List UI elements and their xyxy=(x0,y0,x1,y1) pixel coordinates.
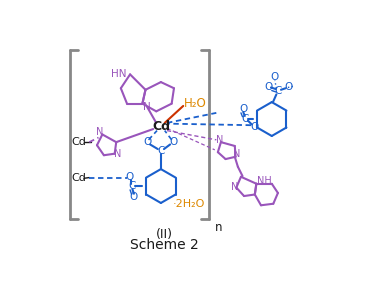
Text: O: O xyxy=(270,72,278,83)
Text: O: O xyxy=(284,83,293,92)
Text: N: N xyxy=(143,102,151,112)
Text: N: N xyxy=(233,150,241,159)
Text: HN: HN xyxy=(111,69,126,79)
Text: O: O xyxy=(169,137,177,147)
Text: O: O xyxy=(265,82,273,92)
Text: Cd: Cd xyxy=(152,120,170,133)
Text: NH: NH xyxy=(257,176,272,186)
Text: O: O xyxy=(130,192,138,202)
Text: C: C xyxy=(157,147,164,156)
Text: Scheme 2: Scheme 2 xyxy=(130,238,198,252)
Text: (II): (II) xyxy=(155,228,173,241)
Text: Cd: Cd xyxy=(72,137,87,147)
Text: O: O xyxy=(239,104,247,114)
Text: O: O xyxy=(143,137,151,147)
Text: N: N xyxy=(216,135,223,145)
Text: N: N xyxy=(96,127,104,137)
Text: C: C xyxy=(129,181,136,191)
Text: N: N xyxy=(231,182,238,192)
Text: C: C xyxy=(274,86,282,96)
Text: n: n xyxy=(215,221,222,234)
Text: ·2H₂O: ·2H₂O xyxy=(173,199,205,209)
Text: H₂O: H₂O xyxy=(184,97,207,110)
Text: C: C xyxy=(241,114,248,124)
Text: O: O xyxy=(125,172,134,182)
Text: Cd: Cd xyxy=(72,173,87,183)
Text: O: O xyxy=(250,122,258,132)
Text: N: N xyxy=(114,150,121,159)
